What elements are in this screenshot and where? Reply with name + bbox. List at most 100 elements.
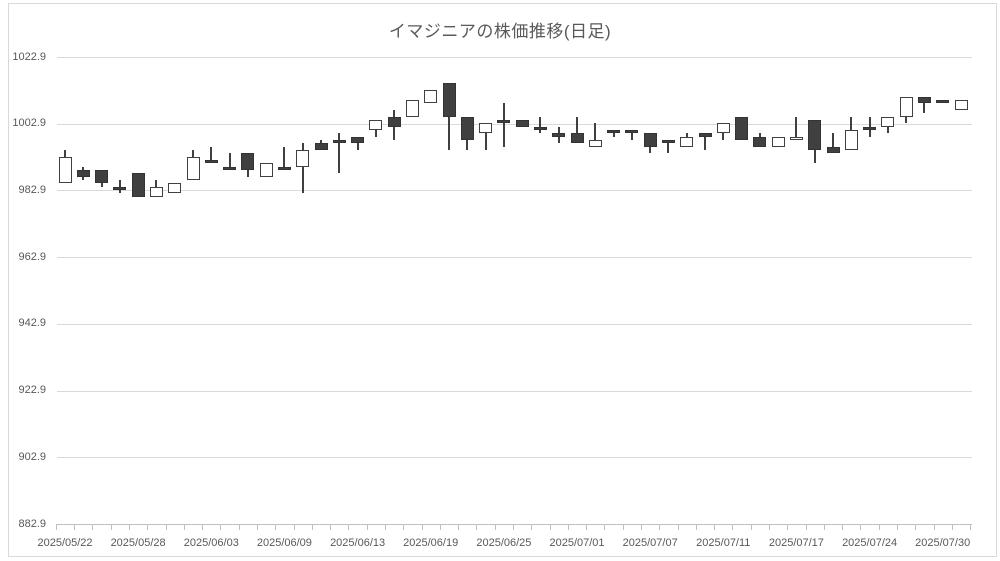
x-axis-label: 2025/06/13	[330, 537, 386, 549]
x-axis-tick	[951, 524, 953, 530]
candle-body-down	[131, 173, 145, 197]
candle-wick	[923, 96, 926, 114]
x-axis-tick	[129, 524, 130, 530]
candle-body-up	[479, 123, 493, 134]
x-axis-label: 2025/06/03	[183, 537, 239, 549]
x-axis-label: 2025/07/30	[915, 537, 971, 549]
y-axis-label: 1002.9	[12, 117, 46, 130]
x-axis-tick	[330, 524, 332, 530]
candle-body-down	[223, 166, 237, 170]
candle-body-down	[204, 160, 218, 164]
candle-body-up	[369, 120, 383, 130]
candle-body-down	[76, 170, 90, 177]
candle-body-up	[168, 183, 182, 194]
candle-wick	[210, 146, 213, 164]
x-axis-tick	[257, 524, 258, 530]
x-axis-tick	[385, 524, 386, 530]
candle-body-down	[387, 116, 401, 127]
candle-body-up	[259, 163, 273, 177]
candle-wick	[228, 153, 231, 171]
x-axis-tick	[915, 524, 917, 530]
y-gridline	[57, 390, 972, 392]
candle-wick	[795, 116, 798, 140]
candle-body-down	[808, 120, 822, 150]
x-axis-tick	[458, 524, 460, 530]
chart-frame	[8, 3, 997, 557]
x-axis-label: 2025/07/11	[696, 537, 751, 549]
y-gridline	[57, 57, 972, 58]
candle-body-up	[424, 90, 438, 104]
candle-body-down	[735, 116, 749, 140]
x-axis-tick	[860, 524, 862, 530]
candle-wick	[832, 133, 834, 154]
x-axis-tick	[586, 524, 588, 530]
candle-wick	[283, 146, 286, 170]
candle-body-down	[113, 186, 127, 191]
x-axis-label: 2025/05/22	[37, 537, 93, 549]
candle-body-up	[588, 140, 602, 147]
x-axis-tick	[714, 524, 716, 530]
x-axis-tick	[805, 524, 807, 530]
y-gridline	[57, 457, 972, 459]
x-axis-tick	[421, 524, 423, 530]
x-axis-tick	[842, 524, 844, 530]
x-axis-tick	[238, 524, 240, 530]
x-axis-tick	[275, 524, 277, 530]
candle-body-up	[789, 136, 803, 140]
candle-body-up	[881, 116, 895, 127]
candle-body-up	[680, 136, 694, 147]
candle-wick	[612, 130, 615, 137]
x-axis-tick	[659, 524, 661, 530]
candle-body-down	[863, 126, 877, 130]
x-axis-tick	[366, 524, 368, 530]
y-axis-label: 882.9	[18, 517, 46, 530]
candle-body-down	[826, 146, 840, 154]
x-axis-tick	[55, 524, 57, 530]
candle-wick	[630, 130, 633, 141]
y-gridline	[57, 190, 972, 192]
y-gridline	[57, 123, 972, 125]
candle-body-down	[241, 153, 255, 171]
x-axis-tick	[549, 524, 551, 530]
candle-body-down	[570, 133, 584, 144]
x-axis-tick	[787, 524, 789, 530]
x-axis-tick	[348, 524, 350, 530]
y-axis-label: 902.9	[18, 450, 46, 463]
candle-body-down	[277, 166, 291, 170]
x-axis-tick	[165, 524, 167, 530]
x-axis-tick	[147, 524, 149, 530]
candle-body-up	[771, 136, 785, 147]
candle-body-down	[351, 136, 365, 144]
candle-wick	[704, 133, 706, 151]
candle-wick	[539, 116, 542, 134]
candle-body-down	[95, 170, 109, 184]
candle-wick	[594, 123, 597, 147]
x-axis-tick	[622, 524, 624, 530]
y-gridline	[57, 257, 972, 259]
candle-body-down	[533, 126, 547, 130]
candle-body-down	[625, 130, 639, 134]
candle-body-down	[643, 133, 657, 147]
y-axis-label: 962.9	[18, 250, 46, 263]
candle-body-up	[716, 123, 730, 134]
candle-body-down	[607, 130, 621, 134]
x-axis-tick	[970, 524, 972, 530]
candle-body-up	[899, 96, 913, 117]
x-axis-tick	[202, 524, 204, 530]
candle-body-down	[698, 133, 712, 137]
x-axis-tick	[567, 524, 569, 530]
candle-body-down	[515, 120, 529, 127]
x-axis-tick	[183, 524, 185, 530]
y-axis-label: 942.9	[18, 317, 46, 330]
y-axis-label: 1022.9	[12, 50, 46, 63]
x-axis-tick	[933, 524, 935, 530]
candle-wick	[301, 143, 304, 194]
candle-wick	[484, 123, 487, 151]
x-axis-tick	[732, 524, 734, 530]
x-axis-tick	[604, 524, 606, 530]
x-axis-tick	[897, 524, 898, 530]
y-gridline	[57, 323, 972, 325]
x-axis-tick	[823, 524, 825, 530]
x-axis-label: 2025/07/07	[622, 537, 678, 549]
candle-body-up	[149, 186, 163, 197]
